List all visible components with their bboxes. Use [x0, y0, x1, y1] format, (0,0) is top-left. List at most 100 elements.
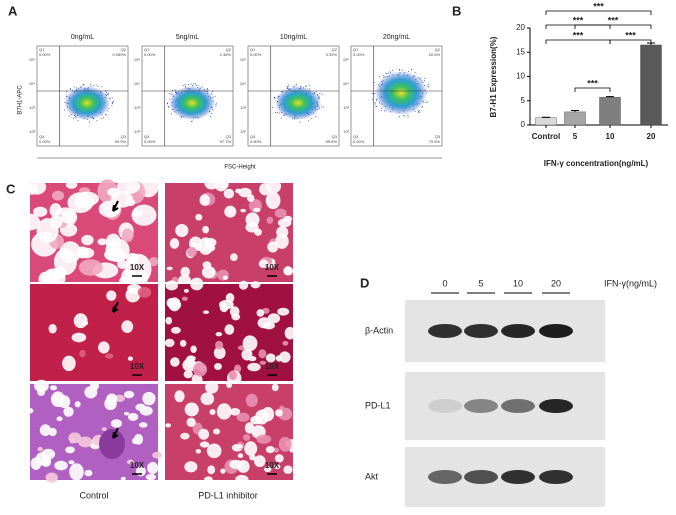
- alveolus: [75, 195, 95, 209]
- event-dot: [96, 120, 97, 121]
- alveolus: [146, 474, 156, 480]
- band: [428, 399, 462, 413]
- bar: [565, 112, 586, 125]
- alveolus: [128, 356, 133, 361]
- alveolus: [200, 441, 210, 447]
- quadrant-percent: 0.00%: [250, 139, 262, 144]
- alveolus: [245, 422, 255, 433]
- event-dot: [386, 73, 387, 74]
- lane-label: 10: [513, 278, 523, 288]
- alveolus: [279, 437, 292, 452]
- event-dot: [215, 96, 216, 97]
- alveolus: [235, 475, 248, 484]
- significance: ***: [573, 30, 584, 40]
- event-dot: [402, 70, 403, 71]
- event-dot: [169, 93, 170, 94]
- alveolus: [68, 460, 74, 464]
- tick-label: 10³: [134, 105, 140, 110]
- event-dot: [112, 102, 113, 103]
- event-dot: [419, 112, 420, 113]
- quadrant-percent: 20.5%: [429, 52, 441, 57]
- alveolus: [175, 224, 188, 237]
- event-dot: [306, 86, 307, 87]
- alveolus: [117, 179, 140, 195]
- event-dot: [168, 107, 169, 108]
- event-dot: [309, 85, 310, 86]
- plot-title: 5ng/mL: [176, 34, 199, 41]
- alveolus: [236, 444, 243, 449]
- alveolus: [79, 259, 103, 276]
- quadrant-percent: 0.00%: [144, 139, 156, 144]
- significance: ***: [573, 15, 584, 25]
- alveolus: [147, 462, 158, 474]
- alveolus: [246, 212, 260, 227]
- alveolus: [204, 476, 213, 482]
- event-dot: [69, 116, 70, 117]
- event-dot: [103, 117, 104, 118]
- alveolus: [237, 413, 250, 422]
- band: [464, 399, 498, 413]
- tick-label: 10⁴: [134, 81, 140, 86]
- alveolus: [134, 434, 143, 445]
- event-dot: [424, 78, 425, 79]
- alveolus: [45, 270, 58, 285]
- alveolus: [190, 346, 196, 353]
- tick-label: 10⁵: [343, 57, 349, 62]
- alveolus: [167, 267, 173, 271]
- lesion: [99, 429, 125, 459]
- event-dot: [379, 76, 380, 77]
- event-dot: [191, 121, 192, 122]
- tick-label: 10²: [134, 129, 140, 134]
- event-dot: [108, 93, 109, 94]
- alveolus: [202, 266, 216, 279]
- event-dot: [288, 85, 289, 86]
- alveolus: [105, 238, 129, 262]
- alveolus: [90, 382, 99, 391]
- alveolus: [253, 208, 260, 213]
- y-tick-label: 0: [521, 120, 526, 129]
- alveolus: [267, 217, 274, 224]
- alveolus: [37, 447, 42, 452]
- alveolus: [121, 320, 133, 333]
- y-tick-label: 15: [516, 47, 525, 56]
- event-dot: [171, 113, 172, 114]
- alveolus: [33, 207, 47, 217]
- event-dot: [419, 110, 420, 111]
- alveolus: [165, 423, 171, 427]
- bar: [536, 118, 557, 125]
- event-dot: [78, 120, 79, 121]
- alveolus: [275, 233, 289, 248]
- significance: ***: [593, 1, 604, 11]
- quadrant-percent: 99.9%: [115, 139, 127, 144]
- quadrant-percent: 0.00%: [353, 52, 365, 57]
- event-dot: [390, 71, 391, 72]
- event-dot: [90, 84, 91, 85]
- alveolus: [235, 189, 241, 194]
- magnification: 10X: [265, 461, 280, 470]
- panel-label: B: [452, 3, 461, 18]
- alveolus: [105, 353, 113, 358]
- row-label: β-Actin: [365, 325, 393, 335]
- column-label: Control: [79, 490, 108, 500]
- alveolus: [102, 427, 107, 431]
- alveolus: [50, 385, 57, 390]
- alveolus: [26, 184, 39, 195]
- alveolus: [220, 469, 225, 474]
- event-dot: [424, 80, 425, 81]
- alveolus: [165, 317, 172, 325]
- event-dot: [193, 83, 194, 84]
- event-dot: [202, 87, 203, 88]
- alveolus: [246, 394, 258, 407]
- alveolus: [124, 391, 134, 399]
- magnification: 10X: [130, 263, 145, 272]
- bracket: [546, 40, 610, 44]
- alveolus: [205, 381, 218, 394]
- bracket: [546, 11, 651, 15]
- quadrant-percent: 4.39%: [326, 52, 338, 57]
- event-dot: [113, 101, 114, 102]
- event-dot: [93, 85, 94, 86]
- event-dot: [272, 107, 273, 108]
- alveolus: [185, 403, 199, 417]
- event-dot: [111, 105, 112, 106]
- event-dot: [175, 90, 176, 91]
